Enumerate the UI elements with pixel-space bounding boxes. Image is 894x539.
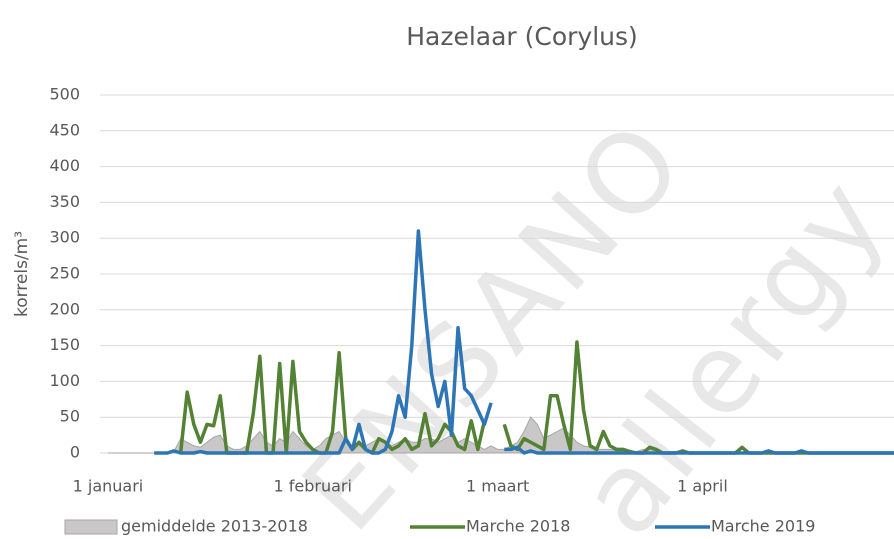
x-tick-label: 1 februari bbox=[273, 477, 351, 496]
legend-label: Marche 2018 bbox=[466, 517, 570, 536]
y-axis-label: korrels/m³ bbox=[12, 231, 32, 317]
y-tick-label: 250 bbox=[49, 264, 80, 283]
legend-item: Marche 2019 bbox=[655, 517, 815, 536]
y-tick-label: 300 bbox=[49, 228, 80, 247]
y-tick-label: 150 bbox=[49, 335, 80, 354]
y-tick-label: 100 bbox=[49, 371, 80, 390]
legend-item: gemiddelde 2013-2018 bbox=[64, 517, 308, 536]
y-tick-label: 50 bbox=[60, 407, 80, 426]
y-tick-label: 200 bbox=[49, 299, 80, 318]
y-tick-label: 400 bbox=[49, 156, 80, 175]
legend-label: Marche 2019 bbox=[711, 517, 815, 536]
y-tick-label: 450 bbox=[49, 120, 80, 139]
y-tick-label: 500 bbox=[49, 85, 80, 104]
x-tick-label: 1 april bbox=[677, 477, 728, 496]
chart-title: Hazelaar (Corylus) bbox=[406, 22, 638, 51]
legend-label: gemiddelde 2013-2018 bbox=[121, 517, 308, 536]
legend-swatch bbox=[64, 519, 118, 535]
x-tick-label: 1 januari bbox=[73, 477, 144, 496]
x-tick-label: 1 maart bbox=[466, 477, 529, 496]
y-tick-label: 350 bbox=[49, 192, 80, 211]
legend-item: Marche 2018 bbox=[410, 517, 570, 536]
line bbox=[154, 229, 894, 455]
y-tick-label: 0 bbox=[70, 443, 80, 462]
